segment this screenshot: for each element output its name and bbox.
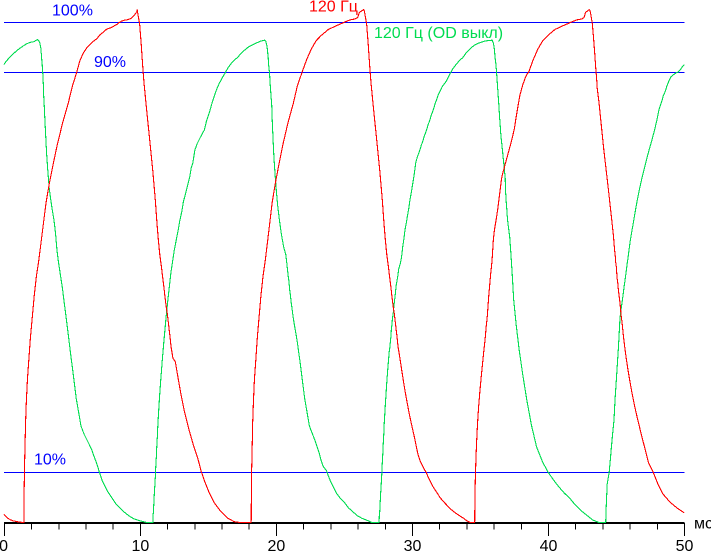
svg-text:мс: мс (694, 515, 711, 532)
svg-text:120 Гц (OD выкл): 120 Гц (OD выкл) (374, 25, 503, 42)
svg-text:10%: 10% (34, 452, 66, 469)
svg-text:10: 10 (132, 538, 150, 551)
svg-text:20: 20 (268, 538, 286, 551)
svg-text:100%: 100% (52, 3, 93, 20)
svg-text:0: 0 (0, 538, 8, 551)
svg-text:50: 50 (676, 538, 694, 551)
svg-text:90%: 90% (94, 54, 126, 71)
svg-text:40: 40 (540, 538, 558, 551)
svg-text:30: 30 (404, 538, 422, 551)
svg-text:120 Гц: 120 Гц (309, 0, 358, 16)
